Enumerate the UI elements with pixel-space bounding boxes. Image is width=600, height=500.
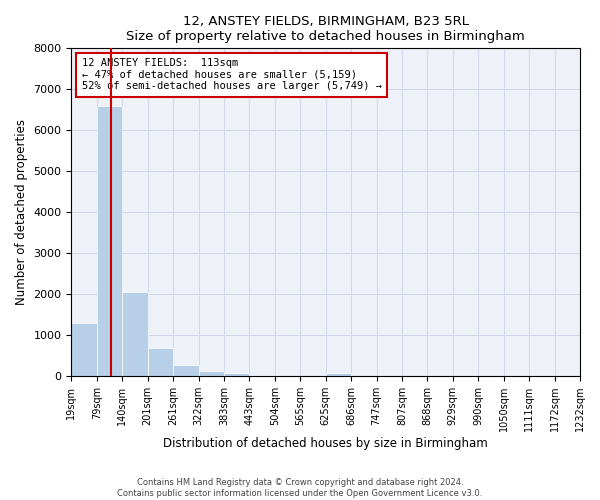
Bar bbox=[71, 323, 97, 376]
Bar bbox=[122, 292, 148, 376]
Bar bbox=[326, 373, 351, 376]
X-axis label: Distribution of detached houses by size in Birmingham: Distribution of detached houses by size … bbox=[163, 437, 488, 450]
Y-axis label: Number of detached properties: Number of detached properties bbox=[15, 120, 28, 306]
Bar bbox=[97, 106, 122, 376]
Bar bbox=[148, 348, 173, 376]
Bar bbox=[250, 374, 275, 376]
Bar bbox=[199, 371, 224, 376]
Bar bbox=[224, 373, 250, 376]
Title: 12, ANSTEY FIELDS, BIRMINGHAM, B23 5RL
Size of property relative to detached hou: 12, ANSTEY FIELDS, BIRMINGHAM, B23 5RL S… bbox=[127, 15, 525, 43]
Text: Contains HM Land Registry data © Crown copyright and database right 2024.
Contai: Contains HM Land Registry data © Crown c… bbox=[118, 478, 482, 498]
Bar bbox=[173, 364, 199, 376]
Text: 12 ANSTEY FIELDS:  113sqm
← 47% of detached houses are smaller (5,159)
52% of se: 12 ANSTEY FIELDS: 113sqm ← 47% of detach… bbox=[82, 58, 382, 92]
